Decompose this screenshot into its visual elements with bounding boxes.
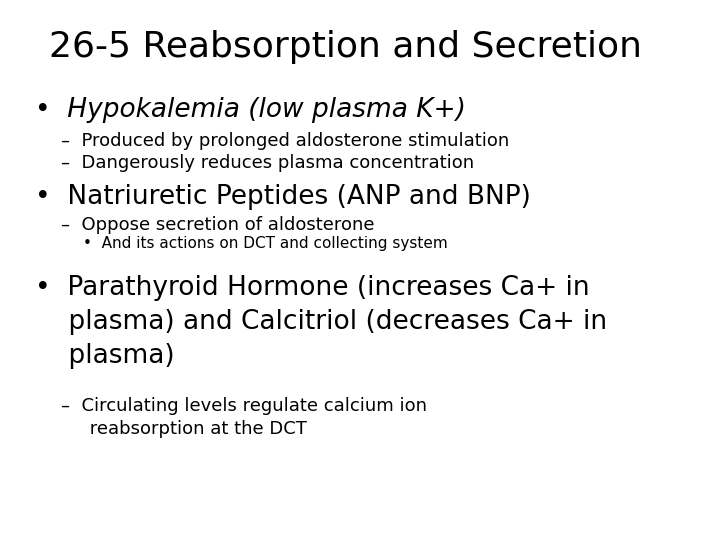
Text: –  Dangerously reduces plasma concentration: – Dangerously reduces plasma concentrati… [61, 154, 474, 172]
Text: •  Parathyroid Hormone (increases Ca+ in
    plasma) and Calcitriol (decreases C: • Parathyroid Hormone (increases Ca+ in … [35, 275, 607, 369]
Text: –  Circulating levels regulate calcium ion
     reabsorption at the DCT: – Circulating levels regulate calcium io… [61, 397, 427, 438]
Text: –  Oppose secretion of aldosterone: – Oppose secretion of aldosterone [61, 216, 374, 234]
Text: •  Natriuretic Peptides (ANP and BNP): • Natriuretic Peptides (ANP and BNP) [35, 184, 531, 210]
Text: •  And its actions on DCT and collecting system: • And its actions on DCT and collecting … [83, 236, 448, 251]
Text: •  Hypokalemia (low plasma K+): • Hypokalemia (low plasma K+) [35, 97, 465, 123]
Text: 26-5 Reabsorption and Secretion: 26-5 Reabsorption and Secretion [49, 30, 642, 64]
Text: –  Produced by prolonged aldosterone stimulation: – Produced by prolonged aldosterone stim… [61, 132, 510, 150]
